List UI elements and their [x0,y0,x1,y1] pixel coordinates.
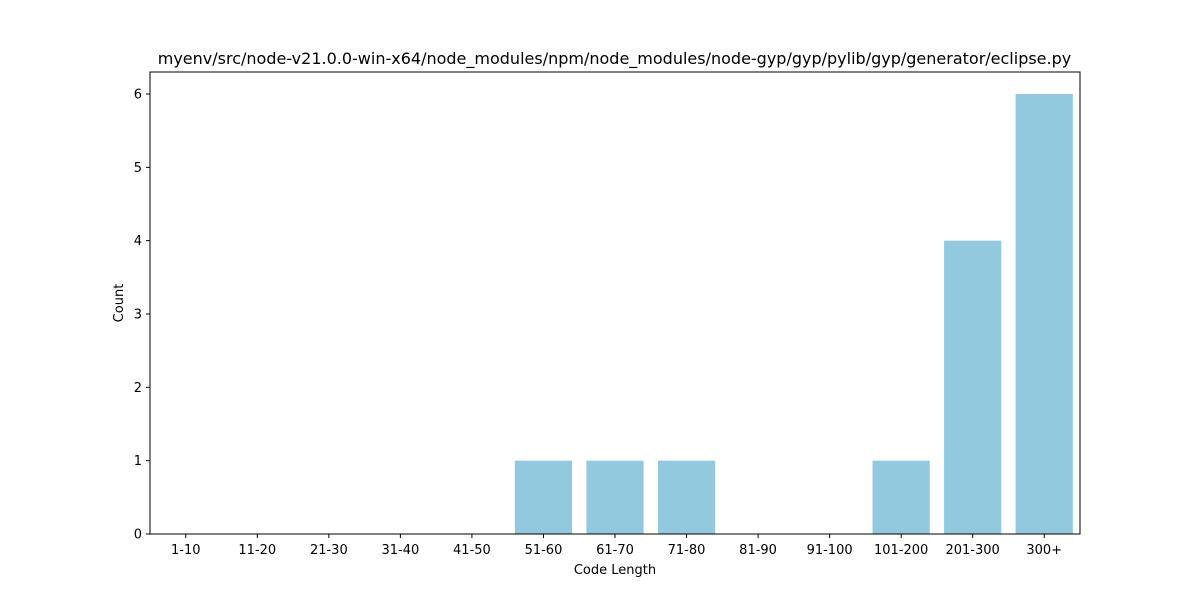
x-tick-label: 71-80 [668,543,706,558]
y-tick-label: 2 [134,381,142,396]
x-tick-label: 300+ [1026,543,1062,558]
x-tick-label: 201-300 [946,543,1000,558]
y-tick-label: 6 [134,88,142,103]
plot-frame [149,71,1081,535]
y-axis: 0 1 2 3 4 5 6 [134,88,150,543]
x-tick-label: 21-30 [310,543,348,558]
x-tick-label: 61-70 [596,543,634,558]
bar-51-60 [514,460,573,534]
y-tick-label: 5 [134,161,142,176]
x-tick-label: 91-100 [807,543,853,558]
x-axis-title: Code Length [574,563,656,578]
y-axis-title: Count [112,284,127,323]
x-tick-label: 11-20 [238,543,276,558]
y-tick-label: 1 [134,454,142,469]
x-axis: 1-10 11-20 21-30 31-40 41-50 51-60 61-70 71-80 8… [171,534,1062,558]
x-tick-label: 51-60 [525,543,563,558]
x-tick-label: 1-10 [171,543,201,558]
bar-201-300 [944,240,1002,534]
y-tick-label: 4 [134,234,142,249]
y-tick-label: 3 [134,308,142,323]
chart-title: myenv/src/node-v21.0.0-win-x64/node_modu… [158,49,1071,69]
bar-61-70 [586,460,644,534]
y-tick-label: 0 [134,528,142,543]
x-tick-label: 101-200 [874,543,928,558]
bar-300+ [1015,94,1073,534]
x-tick-label: 31-40 [381,543,419,558]
bar-101-200 [872,460,930,534]
x-tick-label: 41-50 [453,543,491,558]
x-tick-label: 81-90 [739,543,777,558]
bars-layer [514,94,1073,534]
bar-71-80 [657,460,716,534]
